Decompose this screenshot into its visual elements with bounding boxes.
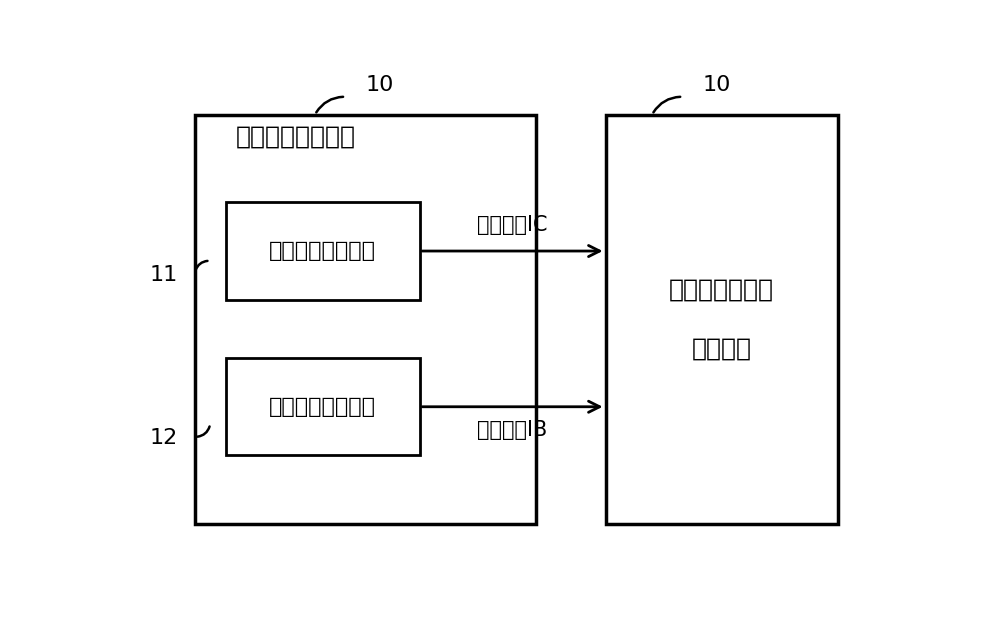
Text: 12: 12 [149, 428, 178, 448]
Text: 自适应关闭时间: 自适应关闭时间 [669, 278, 774, 302]
Text: 产生单元: 产生单元 [692, 336, 752, 360]
Text: 第一电流产生电路: 第一电流产生电路 [269, 241, 376, 261]
Text: 第一电流IC: 第一电流IC [477, 216, 548, 236]
Text: 第二电流IB: 第二电流IB [477, 420, 548, 440]
Text: 10: 10 [702, 75, 731, 95]
Text: 10: 10 [365, 75, 394, 95]
Bar [226, 358, 420, 456]
Text: 电流产生电路单元: 电流产生电路单元 [236, 125, 356, 149]
Text: 11: 11 [149, 265, 178, 286]
Text: 第二电流产生电路: 第二电流产生电路 [269, 397, 376, 416]
Bar [606, 115, 838, 523]
Bar [226, 202, 420, 300]
Bar [195, 115, 536, 523]
